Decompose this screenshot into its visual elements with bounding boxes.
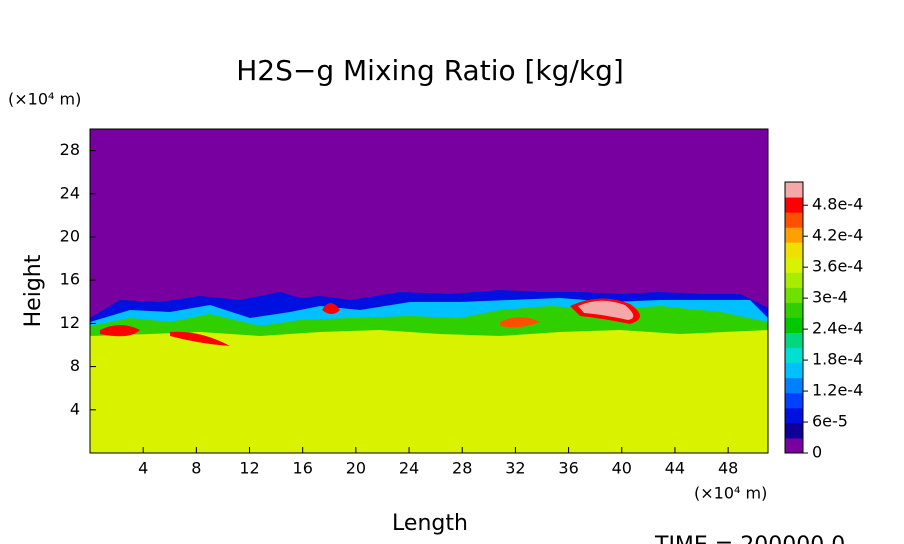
colorbar-tick-label: 4.2e-4: [812, 226, 863, 245]
colorbar-tick-label: 6e-5: [812, 412, 848, 431]
chart-title: H2S−g Mixing Ratio [kg/kg]: [236, 54, 624, 87]
x-tick-label: 32: [505, 459, 525, 478]
x-tick-label: 8: [191, 459, 201, 478]
field-red: [100, 325, 140, 337]
colorbar-band: [785, 182, 803, 198]
colorbar-tick-label: 1.2e-4: [812, 381, 863, 400]
y-tick-label: 16: [60, 270, 80, 289]
colorbar-band: [785, 197, 803, 213]
x-tick-label: 28: [452, 459, 472, 478]
x-tick-label: 12: [239, 459, 259, 478]
colorbar-band: [785, 377, 803, 394]
colorbar-band: [785, 422, 803, 439]
annotation: TIME = 200000.0: [654, 533, 845, 544]
y-unit: (×10⁴ m): [8, 90, 81, 109]
x-tick-label: 48: [718, 459, 738, 478]
x-tick-label: 16: [293, 459, 313, 478]
colorbar-tick-label: 1.8e-4: [812, 350, 863, 369]
colorbar-band: [785, 347, 803, 364]
plot-frame: [89, 128, 769, 454]
colorbar-band: [785, 257, 803, 273]
colorbar-band: [785, 317, 803, 334]
colorbar-tick-label: 4.8e-4: [812, 195, 863, 214]
x-tick-label: 20: [346, 459, 366, 478]
colorbar-tick-label: 3e-4: [812, 288, 848, 307]
colorbar-band: [785, 362, 803, 379]
field-red: [170, 331, 230, 346]
x-tick-label: 36: [558, 459, 578, 478]
colorbar-band: [785, 392, 803, 409]
x-tick-label: 40: [612, 459, 632, 478]
x-axis-title: Length: [392, 511, 468, 536]
field-red: [500, 317, 540, 328]
field-pink: [578, 300, 634, 320]
colorbar-frame: [784, 181, 804, 454]
x-tick-label: 24: [399, 459, 419, 478]
colorbar-band: [785, 272, 803, 288]
colorbar-band: [785, 212, 803, 228]
y-tick-label: 12: [60, 313, 80, 332]
colorbar-band: [785, 407, 803, 424]
colorbar-band: [785, 227, 803, 243]
colorbar-tick-label: 0: [812, 443, 822, 462]
x-tick-label: 44: [665, 459, 685, 478]
colorbar-tick-label: 3.6e-4: [812, 257, 863, 276]
y-tick-label: 24: [60, 183, 80, 202]
colorbar-band: [785, 287, 803, 303]
colorbar-band: [785, 437, 803, 454]
colorbar-tick-label: 2.4e-4: [812, 319, 863, 338]
colorbar-band: [785, 332, 803, 349]
field-yellow: [90, 330, 768, 453]
y-axis-title: Height: [21, 254, 46, 327]
y-tick-label: 4: [70, 399, 80, 418]
colorbar-band: [785, 302, 803, 318]
y-tick-label: 20: [60, 227, 80, 246]
x-unit: (×10⁴ m): [694, 484, 767, 503]
y-tick-label: 8: [70, 356, 80, 375]
x-tick-label: 4: [138, 459, 148, 478]
field-red: [322, 303, 340, 314]
field: [90, 129, 768, 453]
colorbar-band: [785, 242, 803, 258]
y-tick-label: 28: [60, 140, 80, 159]
